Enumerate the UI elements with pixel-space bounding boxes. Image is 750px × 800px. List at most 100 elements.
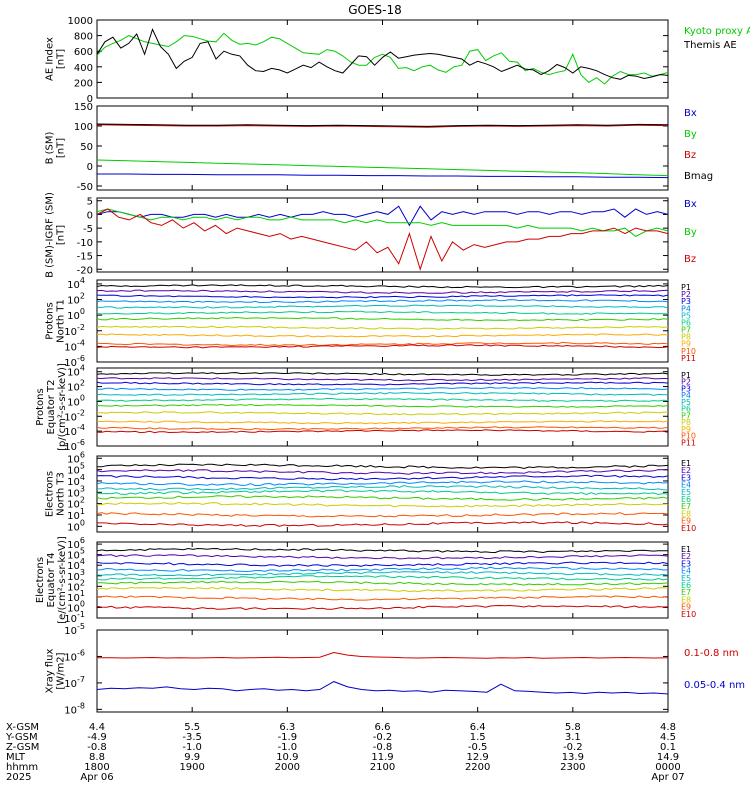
orbit-cell: 13.9 <box>562 752 584 763</box>
legend-en-e7: E7 <box>681 502 691 511</box>
series-pe-p7 <box>97 403 668 408</box>
y-tick-label: 100 <box>67 393 85 408</box>
y-axis-label: North T3 <box>56 472 67 516</box>
orbit-table: X-GSMY-GSMZ-GSMMLThhmm20254.4-4.9-0.88.8… <box>5 722 685 783</box>
orbit-cell: 6.3 <box>279 722 295 733</box>
legend-en-e3: E3 <box>681 473 691 482</box>
orbit-cell: 1.5 <box>470 732 486 743</box>
series-pn-p6 <box>97 310 668 315</box>
legend-pe-p9: P9 <box>681 425 691 434</box>
y-axis-label: Equator T4 <box>46 553 57 608</box>
legend-bigrf-by: By <box>684 227 697 238</box>
series-en-e3 <box>97 474 668 481</box>
series-bigrf-bx <box>97 205 668 227</box>
series-pe-p9 <box>97 420 668 425</box>
panel-frame <box>96 105 669 191</box>
series-pe-p4 <box>97 386 668 391</box>
legend-bigrf-bz: Bz <box>684 254 696 265</box>
orbit-cell: 2100 <box>370 762 395 773</box>
y-tick-label: 10-7 <box>64 675 85 690</box>
y-axis-label: B (SM)-IGRF (SM) <box>45 192 56 278</box>
legend-ee-e6: E6 <box>681 581 691 590</box>
series-pn-p9 <box>97 333 668 338</box>
series-ee-e4 <box>97 566 668 573</box>
y-axis-label: [W/m2] <box>56 652 67 689</box>
orbit-cell: 3.1 <box>565 732 581 743</box>
orbit-cell: 6.4 <box>470 722 486 733</box>
legend-ee-e10: E10 <box>681 610 696 619</box>
legend-pe-p6: P6 <box>681 405 691 414</box>
legend-pn-p9: P9 <box>681 340 691 349</box>
series-en-e4 <box>97 480 668 487</box>
legend-pn-p4: P4 <box>681 304 691 313</box>
orbit-cell: 4.4 <box>89 722 105 733</box>
y-axis-label: [p/(cm²-s-sr-keV)] <box>57 363 68 451</box>
legend-xray-0-1-0-8-nm: 0.1-0.8 nm <box>684 648 739 659</box>
series-en-e5 <box>97 484 668 491</box>
series-group <box>97 372 668 434</box>
orbit-cell: -0.8 <box>373 742 393 753</box>
series-bigrf-by <box>97 208 668 237</box>
orbit-cell: 2200 <box>465 762 490 773</box>
legend-pn-p1: P1 <box>681 283 691 292</box>
y-tick-label: 102 <box>67 379 85 394</box>
series-pe-p3 <box>97 381 668 386</box>
legend-ee-e3: E3 <box>681 559 691 568</box>
series-pe-p6 <box>97 397 668 403</box>
series-pn-p8 <box>97 325 668 330</box>
orbit-row-label: hhmm <box>6 762 38 773</box>
orbit-cell: 14.9 <box>657 752 679 763</box>
series-xray-0-1-0-8-nm <box>97 651 668 659</box>
y-tick-label: 10-2 <box>64 323 85 338</box>
series-bsm-bmag <box>97 123 668 127</box>
series-en-e7 <box>97 495 668 501</box>
y-axis-label: [nT] <box>56 225 67 245</box>
series-bsm-bz <box>97 124 668 128</box>
panel-ae: 0 200 400 600 800 1000 AE Index [nT] Kyoto proxy… <box>45 16 750 105</box>
orbit-cell: 1800 <box>84 762 109 773</box>
orbit-cell: -1.9 <box>278 732 298 743</box>
orbit-cell: -4.9 <box>87 732 107 743</box>
orbit-row-label: 2025 <box>6 772 31 783</box>
orbit-row-label: Z-GSM <box>6 742 39 753</box>
y-tick-label: 102 <box>67 292 85 307</box>
legend-ee-e4: E4 <box>681 567 691 576</box>
series-ee-e2 <box>97 554 668 560</box>
plot-title: GOES-18 <box>348 3 402 17</box>
orbit-cell: 0.1 <box>660 742 676 753</box>
y-tick-label: 100 <box>74 122 93 133</box>
orbit-cell: Apr 06 <box>80 772 113 783</box>
series-pn-p4 <box>97 299 668 304</box>
y-tick-label: 600 <box>74 47 93 58</box>
legend-ae-kyoto-proxy-ae: Kyoto proxy AE <box>684 26 750 37</box>
panel-bigrf: -20 -15 -10 -5 0 5 B (SM)-IGRF (SM) [nT] Bx By Bz <box>45 192 697 278</box>
series-ee-e7 <box>97 580 668 586</box>
legend-pn-p6: P6 <box>681 318 691 327</box>
panel-frame <box>96 629 669 713</box>
legend-pe-p10: P10 <box>681 432 696 441</box>
panel-bsm: -50 0 50 100 150 B (SM) [nT] Bx By Bz Bmag <box>45 102 714 193</box>
y-axis-label: Protons <box>45 302 56 339</box>
orbit-cell: 4.5 <box>660 732 676 743</box>
series-en-e8 <box>97 501 668 508</box>
orbit-cell: -1.0 <box>182 742 202 753</box>
y-axis-label: B (SM) <box>45 131 56 164</box>
series-ee-e8 <box>97 586 668 593</box>
series-pn-p3 <box>97 294 668 299</box>
orbit-cell: -3.5 <box>182 732 202 743</box>
legend-bsm-bmag: Bmag <box>684 171 713 182</box>
series-group <box>97 28 668 85</box>
series-pn-p2 <box>97 289 668 294</box>
legend-bsm-by: By <box>684 129 697 140</box>
y-axis-label: Protons <box>35 388 46 425</box>
orbit-cell: 2000 <box>275 762 300 773</box>
legend-pn-p2: P2 <box>681 290 691 299</box>
legend-en-e4: E4 <box>681 481 691 490</box>
legend-pe-p3: P3 <box>681 384 691 393</box>
orbit-cell: Apr 07 <box>651 772 684 783</box>
legend-en-e1: E1 <box>681 459 691 468</box>
y-tick-label: 800 <box>74 32 93 43</box>
